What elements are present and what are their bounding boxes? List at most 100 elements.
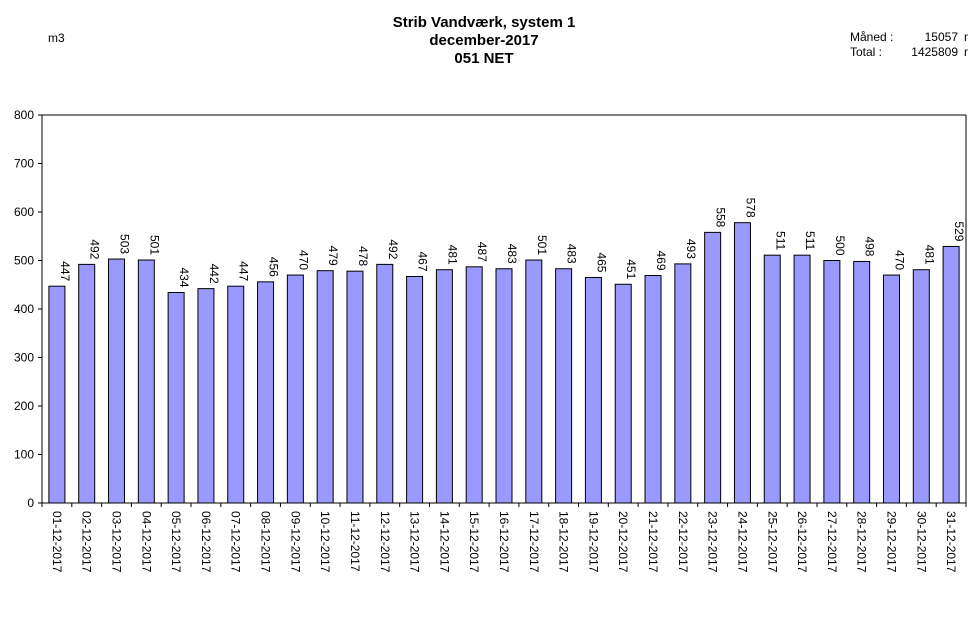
x-tick-label: 01-12-2017 — [50, 511, 64, 573]
x-tick-label: 26-12-2017 — [795, 511, 809, 573]
data-label: 469 — [654, 251, 668, 271]
bar — [525, 259, 543, 504]
x-tick-label: 04-12-2017 — [139, 511, 153, 573]
x-tick-label: 23-12-2017 — [706, 511, 720, 573]
data-label: 479 — [326, 246, 340, 266]
bar — [823, 260, 841, 504]
bar — [197, 288, 215, 504]
total-value: 1425809 — [911, 45, 958, 59]
chart-subtitle: december-2017 — [429, 32, 539, 49]
bar — [853, 260, 871, 504]
data-label: 442 — [207, 264, 221, 284]
y-axis-unit-label: m3 — [48, 31, 65, 45]
bar — [465, 266, 483, 504]
bar — [435, 269, 453, 504]
x-tick-label: 15-12-2017 — [467, 511, 481, 573]
bar — [584, 276, 602, 504]
data-label: 558 — [714, 207, 728, 227]
data-label: 481 — [445, 245, 459, 265]
x-tick-label: 27-12-2017 — [825, 511, 839, 573]
bar — [48, 285, 66, 504]
bar — [108, 258, 126, 504]
bar — [942, 245, 960, 504]
bar — [495, 268, 513, 504]
x-tick-label: 05-12-2017 — [169, 511, 183, 573]
total-summary-row: Total : 1425809 m3 — [850, 45, 968, 60]
x-tick-label: 18-12-2017 — [557, 511, 571, 573]
x-tick-label: 19-12-2017 — [586, 511, 600, 573]
bar — [376, 263, 394, 504]
y-tick-label: 500 — [14, 254, 34, 268]
x-tick-label: 31-12-2017 — [944, 511, 958, 573]
y-tick-label: 200 — [14, 399, 34, 413]
data-label: 511 — [773, 231, 787, 250]
bar — [614, 283, 632, 504]
bar — [555, 268, 573, 504]
data-label: 493 — [684, 239, 698, 259]
data-label: 503 — [118, 234, 132, 254]
data-label: 456 — [267, 257, 281, 277]
bar — [644, 275, 662, 504]
x-tick-label: 28-12-2017 — [855, 511, 869, 573]
month-value: 15057 — [924, 30, 958, 44]
x-tick-label: 17-12-2017 — [527, 511, 541, 573]
bar — [793, 254, 811, 504]
data-label: 434 — [177, 267, 191, 287]
month-summary-row: Måned : 15057 m3 — [850, 30, 968, 45]
bar — [704, 231, 722, 504]
data-label: 470 — [892, 250, 906, 270]
bar — [346, 270, 364, 504]
x-tick-label: 16-12-2017 — [497, 511, 511, 573]
data-label: 478 — [356, 246, 370, 266]
data-label: 481 — [922, 245, 936, 265]
data-label: 498 — [863, 236, 877, 256]
x-tick-label: 03-12-2017 — [110, 511, 124, 573]
x-tick-label: 14-12-2017 — [437, 511, 451, 573]
data-label: 529 — [952, 221, 966, 241]
month-unit: m3 — [964, 30, 968, 45]
x-tick-label: 30-12-2017 — [914, 511, 928, 573]
data-label: 492 — [88, 239, 102, 259]
data-label: 447 — [58, 261, 72, 281]
data-label: 483 — [505, 244, 519, 264]
chart-title: Strib Vandværk, system 1 — [392, 14, 576, 31]
x-tick-label: 02-12-2017 — [80, 511, 94, 573]
y-tick-label: 600 — [14, 205, 34, 219]
x-tick-label: 10-12-2017 — [318, 511, 332, 573]
data-label: 483 — [565, 244, 579, 264]
data-label: 492 — [386, 239, 400, 259]
y-tick-label: 0 — [27, 496, 34, 510]
bar — [763, 254, 781, 504]
x-tick-label: 29-12-2017 — [884, 511, 898, 573]
bar — [227, 285, 245, 504]
month-label: Måned : — [850, 30, 894, 44]
y-tick-label: 400 — [14, 302, 34, 316]
x-tick-label: 09-12-2017 — [288, 511, 302, 573]
data-label: 447 — [237, 261, 251, 281]
bar — [78, 263, 96, 504]
total-label: Total : — [850, 45, 883, 59]
bar — [406, 276, 424, 504]
x-tick-label: 08-12-2017 — [259, 511, 273, 573]
x-tick-label: 07-12-2017 — [229, 511, 243, 573]
data-label: 451 — [624, 259, 638, 279]
bar — [733, 222, 751, 504]
x-tick-label: 12-12-2017 — [378, 511, 392, 573]
data-label: 578 — [743, 198, 757, 218]
x-tick-label: 11-12-2017 — [348, 511, 362, 572]
chart-subtitle-2: 051 NET — [454, 50, 514, 67]
bar — [674, 263, 692, 504]
x-tick-label: 25-12-2017 — [765, 511, 779, 573]
bar — [137, 259, 155, 504]
summary-box: Måned : 15057 m3 Total : 1425809 m3 — [850, 30, 968, 60]
data-label: 487 — [475, 242, 489, 262]
bar — [286, 274, 304, 504]
data-label: 467 — [416, 251, 430, 271]
chart-title-block: Strib Vandværk, system 1 december-2017 0… — [0, 14, 968, 68]
x-tick-label: 22-12-2017 — [676, 511, 690, 573]
bar — [167, 292, 185, 504]
bar — [316, 270, 334, 504]
y-tick-label: 300 — [14, 351, 34, 365]
x-tick-label: 21-12-2017 — [646, 511, 660, 573]
